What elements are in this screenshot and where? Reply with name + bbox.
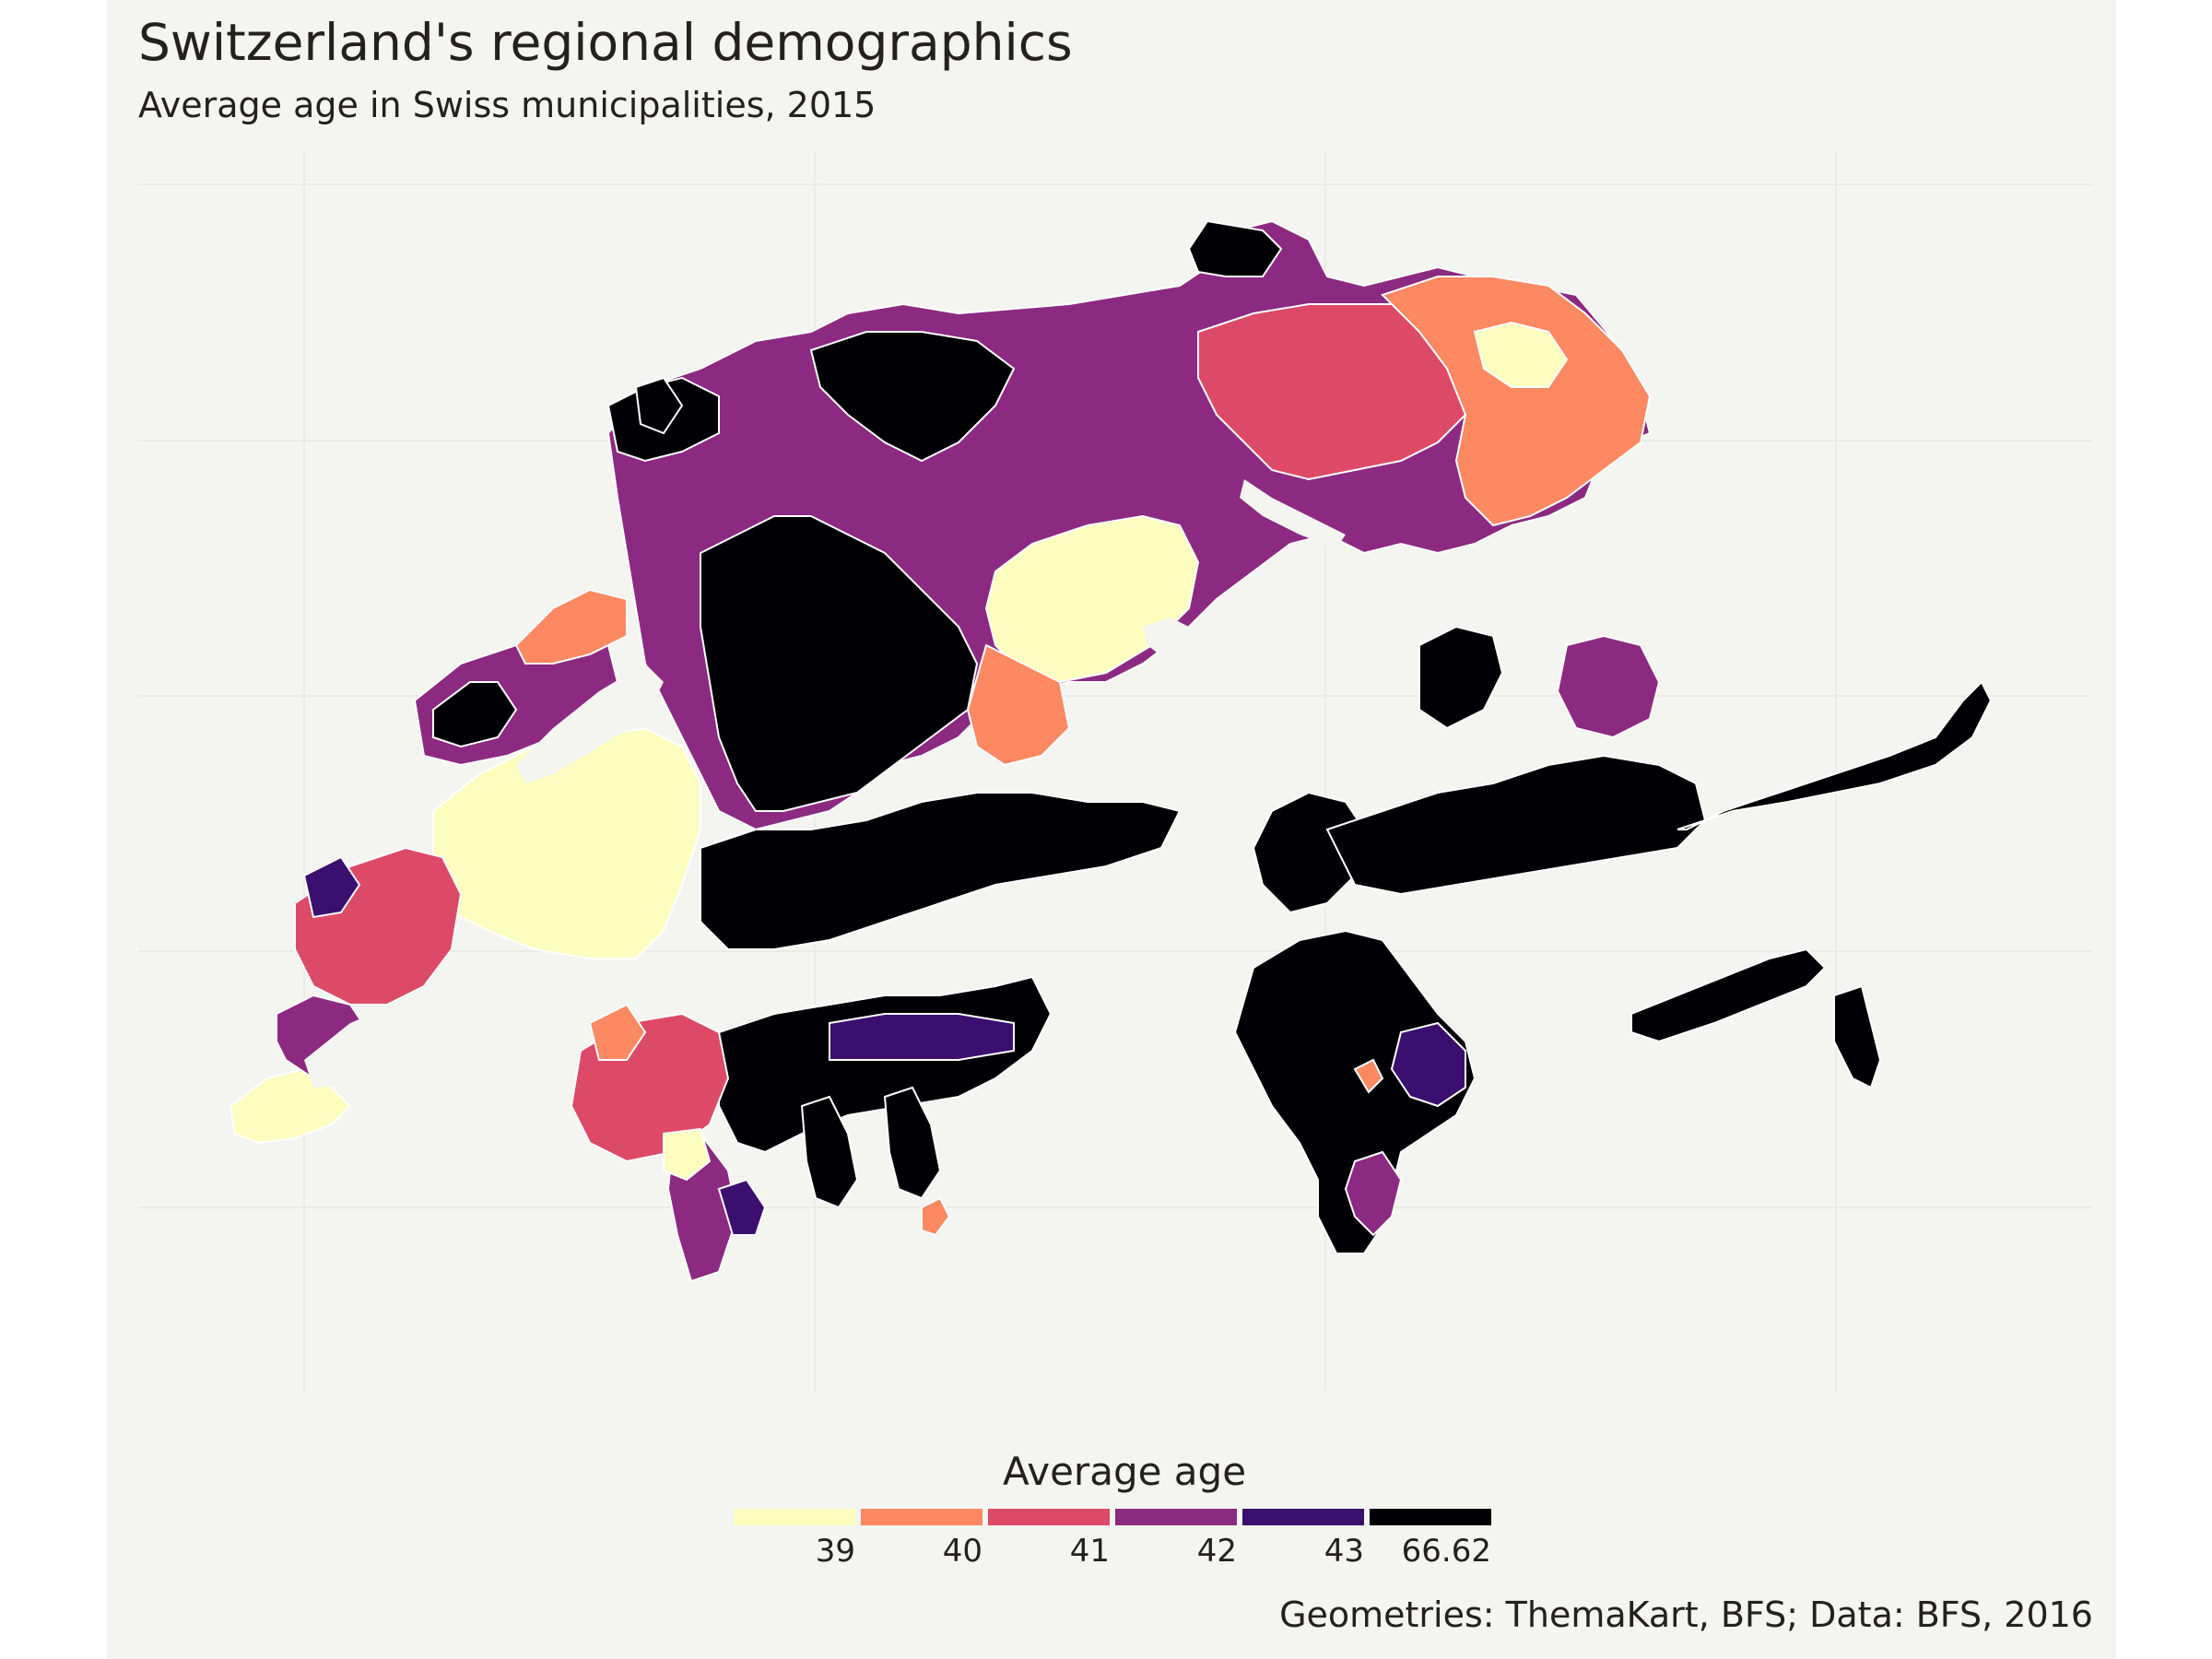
region-chablais — [588, 1003, 647, 1061]
legend-label-0: 39 — [815, 1533, 855, 1570]
region-thurgau-yellow — [1473, 321, 1569, 388]
region-valais-south-4 — [717, 1178, 767, 1236]
region-valais-south-2 — [883, 1086, 942, 1200]
region-valais-yellow — [663, 1127, 712, 1182]
legend-key-0 — [734, 1509, 855, 1525]
legend-label-4: 43 — [1324, 1533, 1364, 1570]
lake-geneva — [304, 986, 590, 1088]
region-graubunden-north — [1325, 754, 1707, 896]
region-simplon — [921, 1196, 951, 1237]
region-zurich — [1197, 303, 1477, 481]
region-graubunden-purple — [1556, 634, 1661, 739]
region-biel-dark — [634, 376, 684, 435]
region-ticino-south — [1344, 1150, 1403, 1237]
region-valais-purple — [829, 1013, 1015, 1061]
legend-key-2 — [988, 1509, 1110, 1525]
map-title: Switzerland's regional demographics — [138, 13, 1073, 72]
region-jura-strip — [514, 588, 628, 665]
region-bern-dark — [700, 515, 979, 812]
region-engadin-lower — [1630, 947, 1827, 1043]
lakes — [304, 479, 1346, 1088]
region-engadin — [1677, 680, 1993, 830]
region-geneva — [229, 1067, 352, 1145]
legend-label-5: 66.62 — [1401, 1533, 1491, 1570]
region-valais-south-1 — [800, 1095, 859, 1209]
legend-label-3: 42 — [1196, 1533, 1237, 1570]
region-aargau-dark — [809, 331, 1016, 463]
region-central-orange — [966, 643, 1071, 767]
region-vaud-dark-west — [302, 855, 361, 919]
region-ticino — [1233, 929, 1477, 1254]
region-valais — [718, 975, 1053, 1154]
region-glarus — [1418, 625, 1504, 730]
region-uri — [1252, 791, 1366, 914]
lake-neuchatel — [516, 664, 664, 783]
region-bernese-oberland — [700, 792, 1182, 950]
legend-color-keys — [734, 1509, 1491, 1525]
map-caption: Geometries: ThemaKart, BFS; Data: BFS, 2… — [1279, 1594, 2093, 1635]
legend-title: Average age — [1002, 1449, 1247, 1494]
legend-label-1: 40 — [942, 1533, 982, 1570]
region-schaffhausen — [1187, 219, 1283, 277]
region-ticino-purple — [1390, 1021, 1466, 1108]
legend-key-3 — [1115, 1509, 1237, 1525]
region-st-gallen — [1381, 276, 1652, 527]
legend-key-5 — [1370, 1509, 1491, 1525]
region-poschiavo — [1833, 984, 1882, 1089]
legend-label-2: 41 — [1069, 1533, 1110, 1570]
legend-key-4 — [1242, 1509, 1364, 1525]
lake-lucerne — [1143, 618, 1226, 673]
region-ticino-orange — [1353, 1058, 1384, 1094]
region-neuchatel-dark — [432, 681, 518, 748]
map-subtitle: Average age in Swiss municipalities, 201… — [138, 85, 877, 125]
lake-zurich — [1240, 479, 1346, 548]
legend-key-1 — [861, 1509, 982, 1525]
municipality-regions — [229, 219, 1993, 1283]
